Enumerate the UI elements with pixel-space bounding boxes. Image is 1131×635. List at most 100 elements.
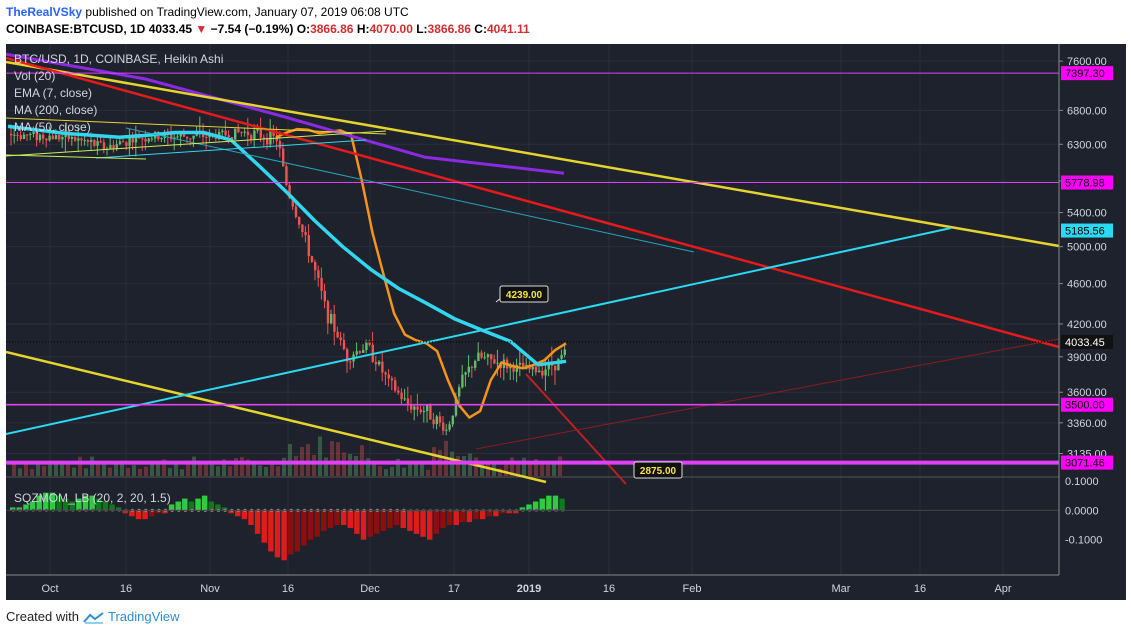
volume-bar xyxy=(42,466,46,476)
chart-area[interactable]: 7600.006800.006300.005800.005400.005000.… xyxy=(5,44,1126,600)
volume-bar xyxy=(36,461,40,476)
candle-body xyxy=(349,361,352,363)
momentum-bar xyxy=(248,510,254,526)
open-value: 3866.86 xyxy=(310,22,354,36)
price-tag: 5778.98 xyxy=(1065,178,1105,190)
candle-body xyxy=(125,142,128,147)
tradingview-brand[interactable]: TradingView xyxy=(108,609,180,624)
price-chart[interactable]: 7600.006800.006300.005800.005400.005000.… xyxy=(5,44,1126,600)
candle-body xyxy=(458,387,461,397)
volume-bar xyxy=(294,455,298,476)
volume-bar xyxy=(252,462,256,476)
candle-body xyxy=(365,342,368,351)
volume-bar xyxy=(12,463,16,476)
momentum-bar xyxy=(380,510,387,531)
candle-body xyxy=(70,136,74,139)
candle-body xyxy=(413,406,416,410)
candle-body xyxy=(435,416,438,425)
price-tick-label: 3900.00 xyxy=(1067,352,1107,364)
yellow-trendline-upper xyxy=(5,60,1060,248)
momentum-bar xyxy=(294,510,301,552)
candle-body xyxy=(118,141,122,145)
volume-bar xyxy=(318,436,322,476)
volume-bar xyxy=(426,469,430,476)
callout-low-box xyxy=(633,461,683,479)
time-tick-label: Apr xyxy=(994,583,1011,595)
triangle-base xyxy=(5,154,147,160)
price-tick-label: 3360.00 xyxy=(1067,418,1107,430)
candle-body xyxy=(422,411,426,413)
candle-body xyxy=(406,398,410,405)
momentum-bar xyxy=(360,510,367,540)
candle-body xyxy=(80,138,83,141)
author-name[interactable]: TheRealVSky xyxy=(6,5,83,19)
last-price: 4033.45 xyxy=(148,22,193,36)
candle-body xyxy=(131,138,134,143)
axes: 7600.006800.006300.005800.005400.005000.… xyxy=(6,44,1126,600)
candle-body xyxy=(141,138,144,140)
candle-body xyxy=(541,370,544,376)
momentum-bar xyxy=(301,510,307,546)
volume-bar xyxy=(150,463,154,476)
volume-bar xyxy=(48,460,52,476)
price-tick-label: 6800.00 xyxy=(1067,105,1107,117)
candle-body xyxy=(486,354,490,358)
candle-body xyxy=(387,374,390,379)
candle-body xyxy=(394,380,397,391)
volume-bar xyxy=(282,457,286,476)
momentum-bar xyxy=(433,510,440,534)
candle-body xyxy=(35,131,38,141)
time-tick-label: 16 xyxy=(282,583,294,595)
candle-body xyxy=(96,141,99,146)
volume-bar xyxy=(156,461,160,476)
candle-body xyxy=(42,134,45,139)
candle-body xyxy=(262,137,266,139)
candle-body xyxy=(38,134,42,141)
candle-body xyxy=(134,133,138,143)
volume-bar xyxy=(192,456,196,476)
candle-body xyxy=(493,359,496,364)
candle-body xyxy=(368,342,371,345)
volume-bar xyxy=(276,466,280,476)
momentum-bar xyxy=(129,510,135,517)
candle-body xyxy=(480,352,483,358)
candle-body xyxy=(560,354,563,359)
candle-body xyxy=(282,148,285,167)
candle-body xyxy=(346,349,349,362)
momentum-bar xyxy=(354,510,360,534)
candle-body xyxy=(314,261,317,271)
ma50-line xyxy=(7,124,567,367)
candle-body xyxy=(547,361,550,370)
candle-body xyxy=(230,137,234,140)
momentum-bar xyxy=(29,501,36,511)
momentum-bar xyxy=(36,495,42,511)
time-tick-label: Feb xyxy=(683,583,702,595)
volume-bar xyxy=(60,460,64,476)
candle-body xyxy=(438,416,442,423)
time-tick-label: 16 xyxy=(603,583,615,595)
price-tag: 4033.45 xyxy=(1065,337,1105,349)
momentum-bar xyxy=(321,510,327,531)
high-label: H: xyxy=(356,22,370,36)
candle-body xyxy=(122,141,125,143)
price-tag-box xyxy=(1061,455,1113,470)
callout-high: 4239.00 xyxy=(506,290,543,301)
callout-low: 2875.00 xyxy=(640,466,677,477)
candle-body xyxy=(326,301,330,324)
candle-body xyxy=(192,135,195,139)
volume-bar xyxy=(186,460,190,476)
momentum-bar xyxy=(413,510,420,534)
momentum-bar xyxy=(453,510,459,526)
momentum-bar xyxy=(49,492,56,511)
volume-bar xyxy=(138,468,142,476)
legend-item: Vol (20) xyxy=(14,69,55,83)
candle-body xyxy=(259,127,262,138)
volume-bar xyxy=(120,462,124,476)
momentum-bar xyxy=(486,510,492,517)
candle-body xyxy=(291,197,294,207)
volume-bar xyxy=(534,458,538,476)
candle-body xyxy=(186,136,189,139)
volume-bar xyxy=(288,443,292,476)
volume-bar xyxy=(30,468,34,476)
yellow-trendline-lower xyxy=(5,350,547,484)
